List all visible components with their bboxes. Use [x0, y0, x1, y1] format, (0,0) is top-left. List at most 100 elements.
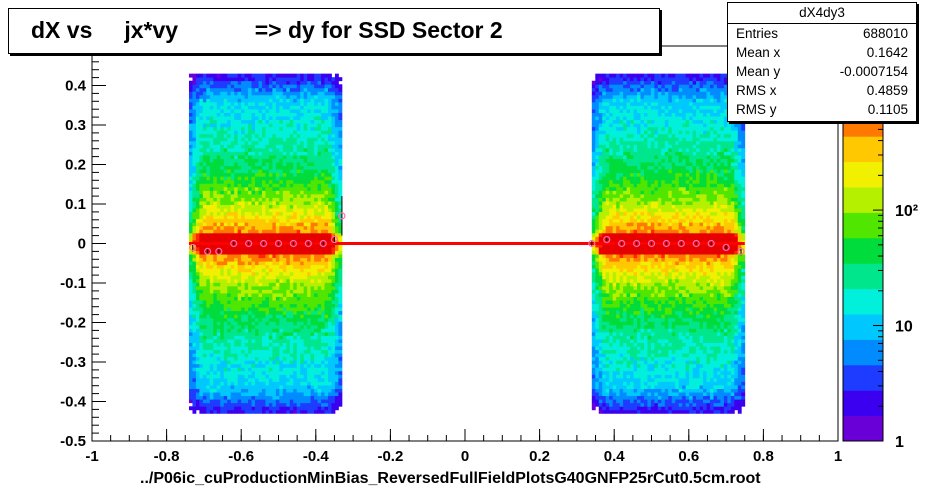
heatmap-bin: [248, 278, 252, 283]
heatmap-bin: [255, 80, 259, 85]
heatmap-bin: [324, 201, 329, 205]
heatmap-bin: [206, 278, 211, 283]
heatmap-bin: [321, 257, 325, 262]
heatmap-bin: [591, 218, 596, 223]
heatmap-bin: [275, 172, 280, 177]
heatmap-bin: [307, 172, 312, 177]
heatmap-bin: [605, 399, 610, 404]
heatmap-bin: [317, 268, 322, 273]
heatmap-bin: [275, 87, 280, 92]
heatmap-bin: [321, 80, 325, 85]
heatmap-bin: [307, 268, 312, 273]
heatmap-bin: [282, 321, 287, 326]
heatmap-bin: [338, 324, 343, 329]
heatmap-bin: [296, 84, 301, 89]
heatmap-bin: [598, 293, 603, 297]
heatmap-bin: [605, 91, 610, 96]
heatmap-bin: [227, 261, 232, 266]
heatmap-bin: [289, 331, 294, 336]
heatmap-bin: [321, 264, 325, 269]
heatmap-bin: [293, 314, 298, 319]
heatmap-bin: [616, 172, 621, 177]
heatmap-bin: [237, 303, 242, 308]
heatmap-bin: [331, 208, 336, 213]
heatmap-bin: [261, 215, 266, 220]
heatmap-bin: [230, 119, 235, 124]
heatmap-bin: [331, 250, 336, 255]
heatmap-bin: [192, 254, 197, 259]
heatmap-bin: [334, 317, 339, 322]
heatmap-bin: [289, 91, 294, 96]
heatmap-bin: [612, 73, 617, 78]
heatmap-bin: [220, 193, 225, 198]
heatmap-bin: [241, 172, 245, 177]
heatmap-bin: [598, 144, 603, 149]
heatmap-bin: [328, 162, 332, 167]
heatmap-bin: [237, 300, 242, 305]
heatmap-bin: [328, 169, 332, 174]
heatmap-bin: [282, 406, 287, 411]
heatmap-bin: [213, 247, 218, 251]
heatmap-bin: [289, 87, 294, 92]
heatmap-bin: [616, 257, 621, 262]
heatmap-bin: [321, 162, 325, 167]
heatmap-bin: [293, 222, 298, 227]
heatmap-bin: [321, 94, 325, 99]
heatmap-bin: [268, 193, 273, 198]
heatmap-bin: [220, 317, 225, 322]
heatmap-bin: [265, 392, 270, 397]
heatmap-bin: [279, 151, 284, 156]
heatmap-bin: [324, 307, 329, 312]
heatmap-bin: [244, 225, 249, 230]
heatmap-bin: [192, 77, 197, 82]
heatmap-bin: [241, 133, 245, 138]
heatmap-bin: [195, 268, 200, 273]
heatmap-bin: [605, 356, 610, 361]
heatmap-bin: [268, 239, 273, 244]
heatmap-bin: [195, 236, 200, 241]
heatmap-bin: [282, 303, 287, 308]
heatmap-bin: [307, 201, 312, 205]
heatmap-bin: [272, 147, 277, 152]
heatmap-bin: [234, 137, 239, 142]
heatmap-bin: [324, 331, 329, 336]
heatmap-bin: [227, 98, 232, 103]
heatmap-bin: [230, 222, 235, 227]
heatmap-bin: [314, 147, 318, 152]
heatmap-bin: [251, 310, 256, 315]
heatmap-bin: [310, 147, 315, 152]
heatmap-bin: [609, 278, 614, 283]
heatmap-bin: [616, 162, 621, 167]
heatmap-bin: [282, 307, 287, 312]
heatmap-bin: [303, 374, 308, 379]
heatmap-bin: [230, 293, 235, 297]
heatmap-bin: [216, 353, 221, 358]
heatmap-bin: [258, 293, 263, 297]
heatmap-bin: [223, 130, 228, 135]
heatmap-bin: [223, 87, 228, 92]
heatmap-bin: [612, 179, 617, 184]
heatmap-bin: [598, 254, 603, 259]
heatmap-bin: [279, 225, 284, 230]
heatmap-bin: [612, 109, 617, 113]
heatmap-bin: [331, 158, 336, 163]
heatmap-bin: [227, 374, 232, 379]
heatmap-bin: [289, 201, 294, 205]
heatmap-bin: [282, 222, 287, 227]
heatmap-bin: [244, 381, 249, 386]
heatmap-bin: [324, 183, 329, 188]
heatmap-bin: [248, 289, 252, 294]
heatmap-bin: [321, 73, 325, 78]
heatmap-bin: [272, 215, 277, 220]
heatmap-bin: [612, 211, 617, 216]
heatmap-bin: [213, 314, 218, 319]
heatmap-bin: [209, 98, 214, 103]
heatmap-bin: [237, 409, 242, 414]
heatmap-bin: [202, 275, 207, 280]
heatmap-bin: [300, 222, 305, 227]
heatmap-bin: [275, 201, 280, 205]
heatmap-bin: [209, 190, 214, 195]
heatmap-bin: [216, 374, 221, 379]
heatmap-bin: [206, 147, 211, 152]
heatmap-bin: [188, 250, 193, 255]
